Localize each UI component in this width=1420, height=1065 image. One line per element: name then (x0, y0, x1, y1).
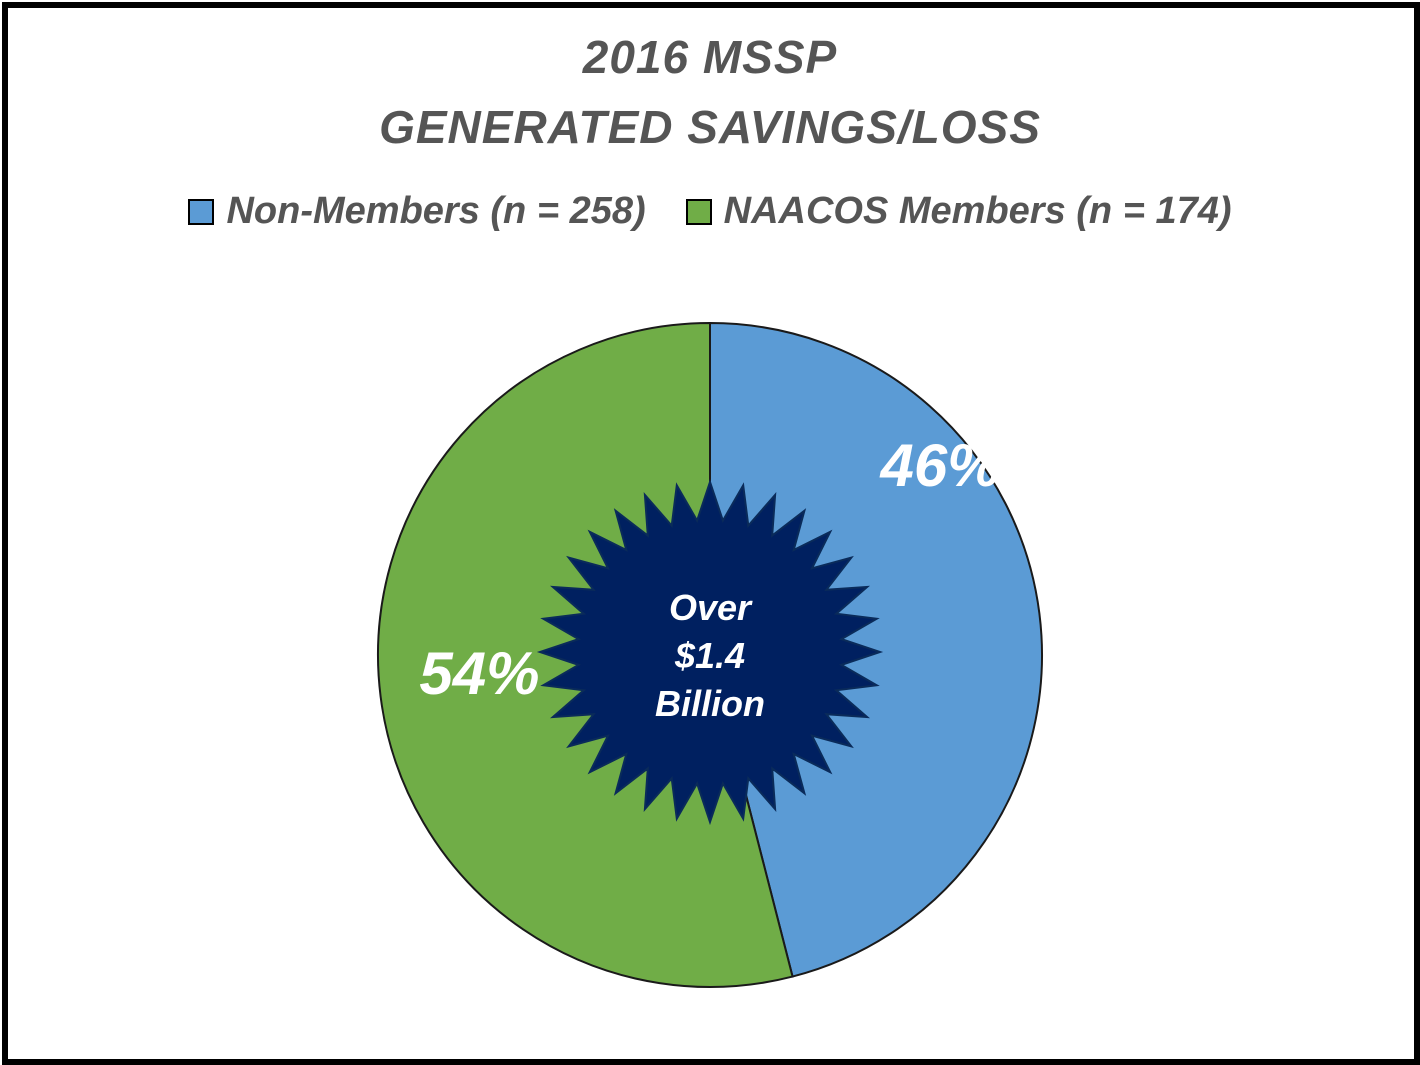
legend-item-non-members: Non-Members (n = 258) (188, 190, 646, 233)
badge-text-line: Billion (655, 683, 765, 724)
savings-badge: Over $1.4 Billion (536, 478, 884, 826)
chart-title: 2016 MSSP (582, 31, 838, 83)
starburst-shape (536, 478, 884, 826)
legend-swatch-non-members (188, 198, 215, 225)
badge-text-line: Over (669, 587, 753, 628)
pie-slice-label-naacos-members: 54% (419, 640, 539, 707)
legend-swatch-naacos-members (685, 198, 712, 225)
legend: Non-Members (n = 258) NAACOS Members (n … (0, 190, 1420, 233)
legend-label-non-members: Non-Members (n = 258) (226, 190, 646, 232)
pie-slice-labels: 46% 54% (419, 432, 1000, 707)
chart-subtitle: GENERATED SAVINGS/LOSS (379, 101, 1041, 153)
legend-label-naacos-members: NAACOS Members (n = 174) (723, 190, 1232, 232)
pie-slice-label-non-members: 46% (880, 432, 1001, 499)
badge-text-line: $1.4 (674, 635, 745, 676)
legend-item-naacos-members: NAACOS Members (n = 174) (685, 190, 1232, 233)
